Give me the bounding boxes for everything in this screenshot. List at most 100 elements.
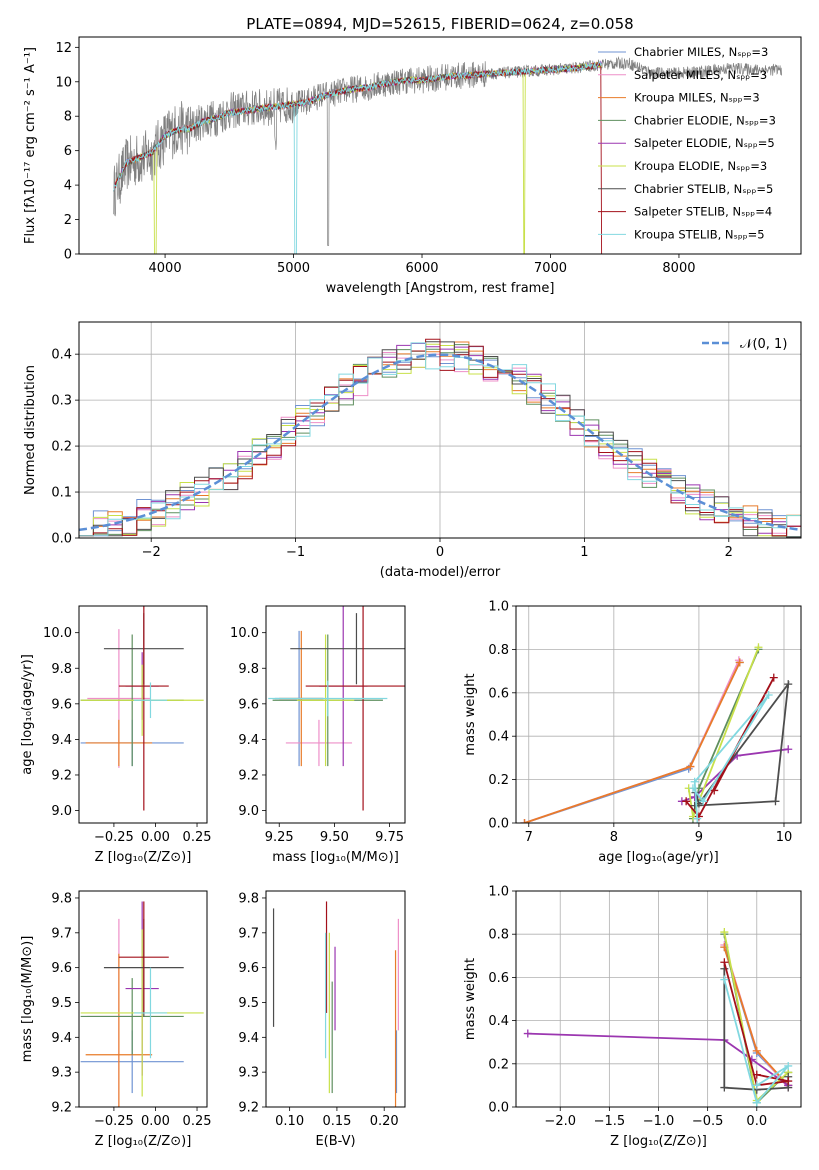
y-tick-label: 2: [64, 213, 72, 228]
mass-weight-marker: [690, 777, 699, 786]
axes-frame: [78, 605, 208, 824]
y-tick-label: 0.6: [488, 686, 509, 701]
mass-weight-line: [524, 659, 740, 823]
legend-entry-label: Kroupa MILES, Nₛₚₚ=3: [634, 91, 760, 105]
errorbar-point: [118, 901, 169, 1013]
y-tick-label: 0.4: [488, 730, 509, 745]
mass-weight-line: [694, 680, 790, 807]
y-tick-label: 9.3: [238, 1066, 259, 1081]
mass-weight-marker: [699, 797, 708, 806]
x-tick-label: 0.15: [322, 1114, 351, 1129]
y-axis-label: mass weight: [463, 673, 478, 755]
panel-age-vs-mass: 9.25 9.50 9.75 9.0 9.2 9.4 9.6 9.8 10.0 mass [log…: [230, 605, 406, 865]
y-tick-label: 12: [55, 41, 72, 56]
x-tick-label: 0.25: [183, 1114, 212, 1129]
x-tick-label: 0.25: [183, 830, 212, 845]
mass-weight-marker: [686, 762, 695, 771]
axes-frame: [78, 890, 208, 1108]
mass-weight-marker: [784, 1061, 793, 1070]
legend-entry-label: Salpeter ELODIE, Nₛₚₚ=5: [634, 136, 775, 150]
x-axis-label: Z [log₁₀(Z/Z⊙)]: [610, 1134, 707, 1149]
y-tick-label: 0.4: [488, 1014, 509, 1029]
mass-weight-marker: [752, 1046, 761, 1055]
x-tick-label: −2: [142, 545, 161, 560]
x-tick-label: −1.0: [643, 1114, 675, 1129]
legend-entry-label: Salpeter MILES, Nₛₚₚ=3: [634, 68, 767, 82]
errorbar-point: [85, 719, 153, 767]
y-axis-label: age [log₁₀(age/yr)]: [20, 654, 35, 775]
panel-weight-vs-z: −2.0 −1.5 −1.0 −0.5 0.0 0.0 0.2 0.4 0.6 0.8 1.0 Z […: [463, 885, 802, 1149]
x-tick-label: 4000: [149, 261, 182, 276]
x-tick-label: −0.5: [692, 1114, 724, 1129]
mass-weight-marker: [720, 958, 729, 967]
y-tick-label: 0.3: [51, 394, 72, 409]
mass-weight-marker: [735, 658, 744, 667]
y-tick-label: 9.2: [238, 1101, 259, 1116]
x-tick-label: −0.25: [94, 1114, 134, 1129]
y-tick-label: 6: [64, 144, 72, 159]
x-tick-label: 1: [580, 545, 588, 560]
mass-weight-marker: [710, 786, 719, 795]
axes-frame: [265, 605, 406, 824]
x-tick-label: 9.75: [375, 830, 404, 845]
y-tick-label: 0: [64, 248, 72, 263]
errorbar-point: [133, 682, 168, 719]
x-tick-label: 0: [436, 545, 444, 560]
x-tick-label: 2: [725, 545, 733, 560]
y-tick-label: 9.4: [238, 1031, 259, 1046]
y-tick-label: 9.8: [51, 662, 72, 677]
plot-area: [79, 338, 801, 538]
x-axis-label: wavelength [Angstrom, rest frame]: [326, 281, 555, 296]
x-axis-label: E(B-V): [315, 1134, 355, 1149]
legend-entry-label: Chabrier MILES, Nₛₚₚ=3: [634, 45, 768, 59]
mass-weight-marker: [720, 1083, 729, 1092]
y-tick-label: 9.6: [51, 961, 72, 976]
plot-area: [268, 606, 405, 811]
errorbar-point: [305, 606, 405, 811]
mass-weight-marker: [771, 797, 780, 806]
y-tick-label: 9.8: [238, 662, 259, 677]
x-tick-label: 0.0: [746, 1114, 767, 1129]
x-tick-label: 7000: [534, 261, 567, 276]
mass-weight-marker: [520, 819, 529, 823]
y-tick-label: 0.8: [488, 928, 509, 943]
y-tick-label: 9.7: [51, 926, 72, 941]
x-tick-label: 7: [525, 830, 533, 845]
x-tick-label: 0.10: [275, 1114, 304, 1129]
legend-entry-label: Salpeter STELIB, Nₛₚₚ=4: [634, 205, 772, 219]
y-tick-label: 9.2: [51, 768, 72, 783]
errorbar-point: [285, 719, 353, 767]
plot-area: [113, 56, 782, 254]
x-tick-label: 9.50: [320, 830, 349, 845]
mass-weight-line: [681, 748, 789, 803]
mass-weight-marker: [690, 801, 699, 810]
x-axis-label: Z [log₁₀(Z/Z⊙)]: [95, 850, 192, 865]
mass-weight-line: [723, 979, 789, 1105]
axes-frame: [515, 890, 802, 1108]
mass-weight-marker: [752, 1081, 761, 1090]
x-tick-label: 0.00: [141, 830, 170, 845]
panel-mass-vs-z: −0.25 0.00 0.25 9.2 9.3 9.4 9.5 9.6 9.7 9.8 Z [log…: [20, 890, 212, 1149]
errorbar-point: [268, 680, 388, 717]
x-axis-label: Z [log₁₀(Z/Z⊙)]: [95, 1134, 192, 1149]
y-tick-label: 10.0: [230, 626, 259, 641]
x-axis-label: age [log₁₀(age/yr)]: [598, 850, 719, 865]
x-tick-label: 9: [695, 830, 703, 845]
model-spectrum-line: [113, 61, 603, 254]
legend-entry-label: 𝒩(0, 1): [740, 337, 787, 352]
mass-weight-marker: [720, 928, 729, 937]
y-tick-label: 0.1: [51, 486, 72, 501]
x-tick-label: 0.20: [370, 1114, 399, 1129]
y-tick-label: 1.0: [488, 885, 509, 900]
y-tick-label: 0.0: [488, 1101, 509, 1116]
mass-weight-marker: [693, 814, 702, 823]
errorbar-point: [290, 613, 405, 685]
x-tick-label: −2.0: [544, 1114, 576, 1129]
y-tick-label: 0.2: [488, 1057, 509, 1072]
mass-weight-marker: [682, 797, 691, 806]
y-tick-label: 9.6: [51, 697, 72, 712]
errorbar-point: [118, 606, 169, 811]
legend-entry-label: Kroupa STELIB, Nₛₚₚ=5: [634, 227, 765, 241]
y-axis-label: mass [log₁₀(M/M⊙)]: [20, 936, 35, 1063]
y-tick-label: 9.6: [238, 961, 259, 976]
